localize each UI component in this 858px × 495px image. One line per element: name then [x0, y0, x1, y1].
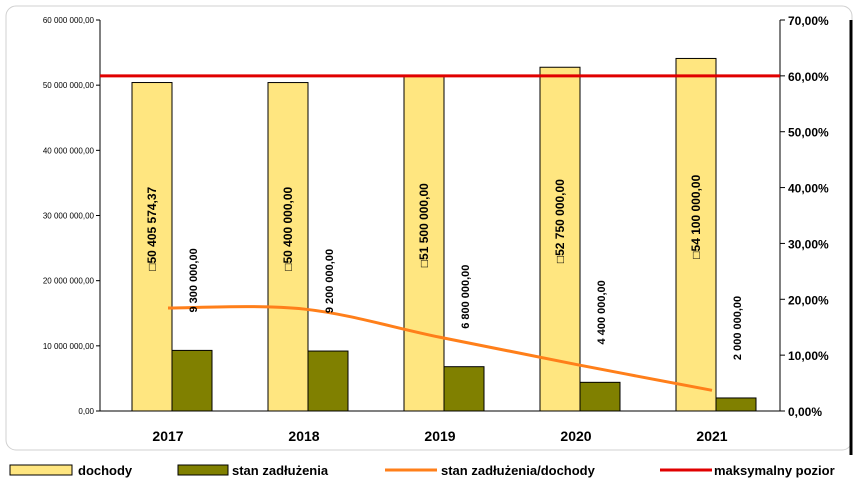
right-tick-label: 20,00% [788, 293, 829, 307]
x-category-label: 2019 [424, 428, 455, 444]
left-tick-label: 60 000 000,00 [43, 16, 95, 25]
dochody-bar [675, 57, 717, 412]
legend-swatch-stan-zadluzenia [177, 464, 229, 476]
dochody-value-label: □54 100 000,00 [689, 174, 703, 258]
right-tick-label: 70,00% [788, 14, 829, 28]
left-tick-label: 50 000 000,00 [43, 81, 95, 90]
stan-zadluzenia-value-label: 4 400 000,00 [596, 280, 608, 344]
left-tick-label: 0,00 [78, 407, 94, 416]
legend-label-ratio: stan zadłużenia/dochody [441, 463, 596, 478]
dochody-bar [539, 66, 581, 412]
left-tick-label: 30 000 000,00 [43, 212, 95, 221]
legend-label-stan-zadluzenia: stan zadłużenia [232, 463, 329, 478]
dochody-value-label: □51 500 000,00 [417, 183, 431, 267]
x-category-label: 2021 [696, 428, 727, 444]
left-tick-label: 20 000 000,00 [43, 277, 95, 286]
stan-zadluzenia-value-label: 2 000 000,00 [732, 296, 744, 360]
dochody-bar [403, 74, 445, 412]
right-tick-label: 30,00% [788, 237, 829, 251]
dochody-value-label: □50 405 574,37 [145, 186, 159, 270]
dochody-bar [131, 82, 173, 412]
left-tick-label: 40 000 000,00 [43, 146, 95, 155]
x-category-label: 2020 [560, 428, 591, 444]
legend-swatch-dochody [9, 464, 73, 476]
stan-zadluzenia-bar [443, 366, 485, 412]
right-tick-label: 10,00% [788, 349, 829, 363]
stan-zadluzenia-value-label: 9 300 000,00 [188, 248, 200, 312]
dochody-bar [267, 82, 309, 412]
x-category-label: 2017 [152, 428, 183, 444]
x-category-label: 2018 [288, 428, 319, 444]
legend-label-dochody: dochody [78, 463, 133, 478]
dochody-value-label: □50 400 000,00 [281, 186, 295, 270]
stan-zadluzenia-value-label: 6 800 000,00 [460, 265, 472, 329]
stan-zadluzenia-value-label: 9 200 000,00 [324, 249, 336, 313]
stan-zadluzenia-bar [307, 350, 349, 412]
stan-zadluzenia-bar [715, 397, 757, 412]
left-tick-label: 10 000 000,00 [43, 342, 95, 351]
stan-zadluzenia-bar [579, 381, 621, 412]
right-tick-label: 0,00% [788, 405, 822, 419]
right-tick-label: 40,00% [788, 182, 829, 196]
stan-zadluzenia-bar [171, 349, 213, 412]
right-tick-label: 60,00% [788, 70, 829, 84]
right-tick-label: 50,00% [788, 126, 829, 140]
legend-label-max-level: maksymalny pozior [714, 463, 835, 478]
ratio-line [167, 305, 713, 392]
dochody-value-label: □52 750 000,00 [553, 179, 567, 263]
